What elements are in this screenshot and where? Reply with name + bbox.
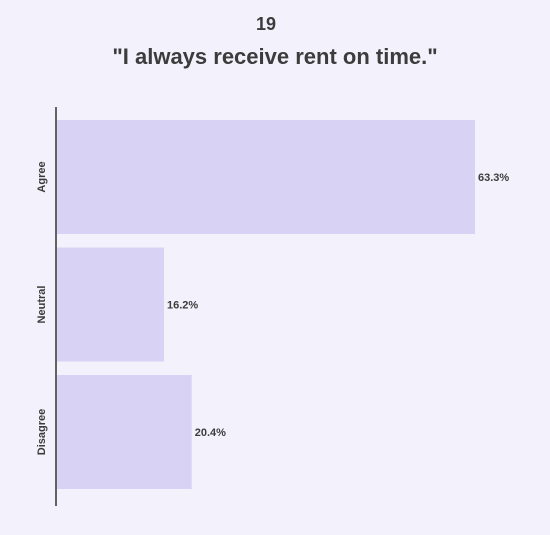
category-label-disagree: Disagree (36, 409, 48, 455)
bar-neutral (57, 247, 164, 362)
data-label-agree: 63.3% (478, 172, 509, 184)
chart-title: "I always receive rent on time." (112, 44, 438, 69)
bar-disagree (57, 375, 192, 489)
question-number: 19 (255, 14, 277, 34)
bar-agree (57, 120, 475, 234)
data-label-neutral: 16.2% (167, 300, 198, 312)
data-label-disagree: 20.4% (195, 427, 226, 439)
category-label-agree: Agree (36, 161, 48, 192)
category-label-neutral: Neutral (36, 286, 48, 324)
